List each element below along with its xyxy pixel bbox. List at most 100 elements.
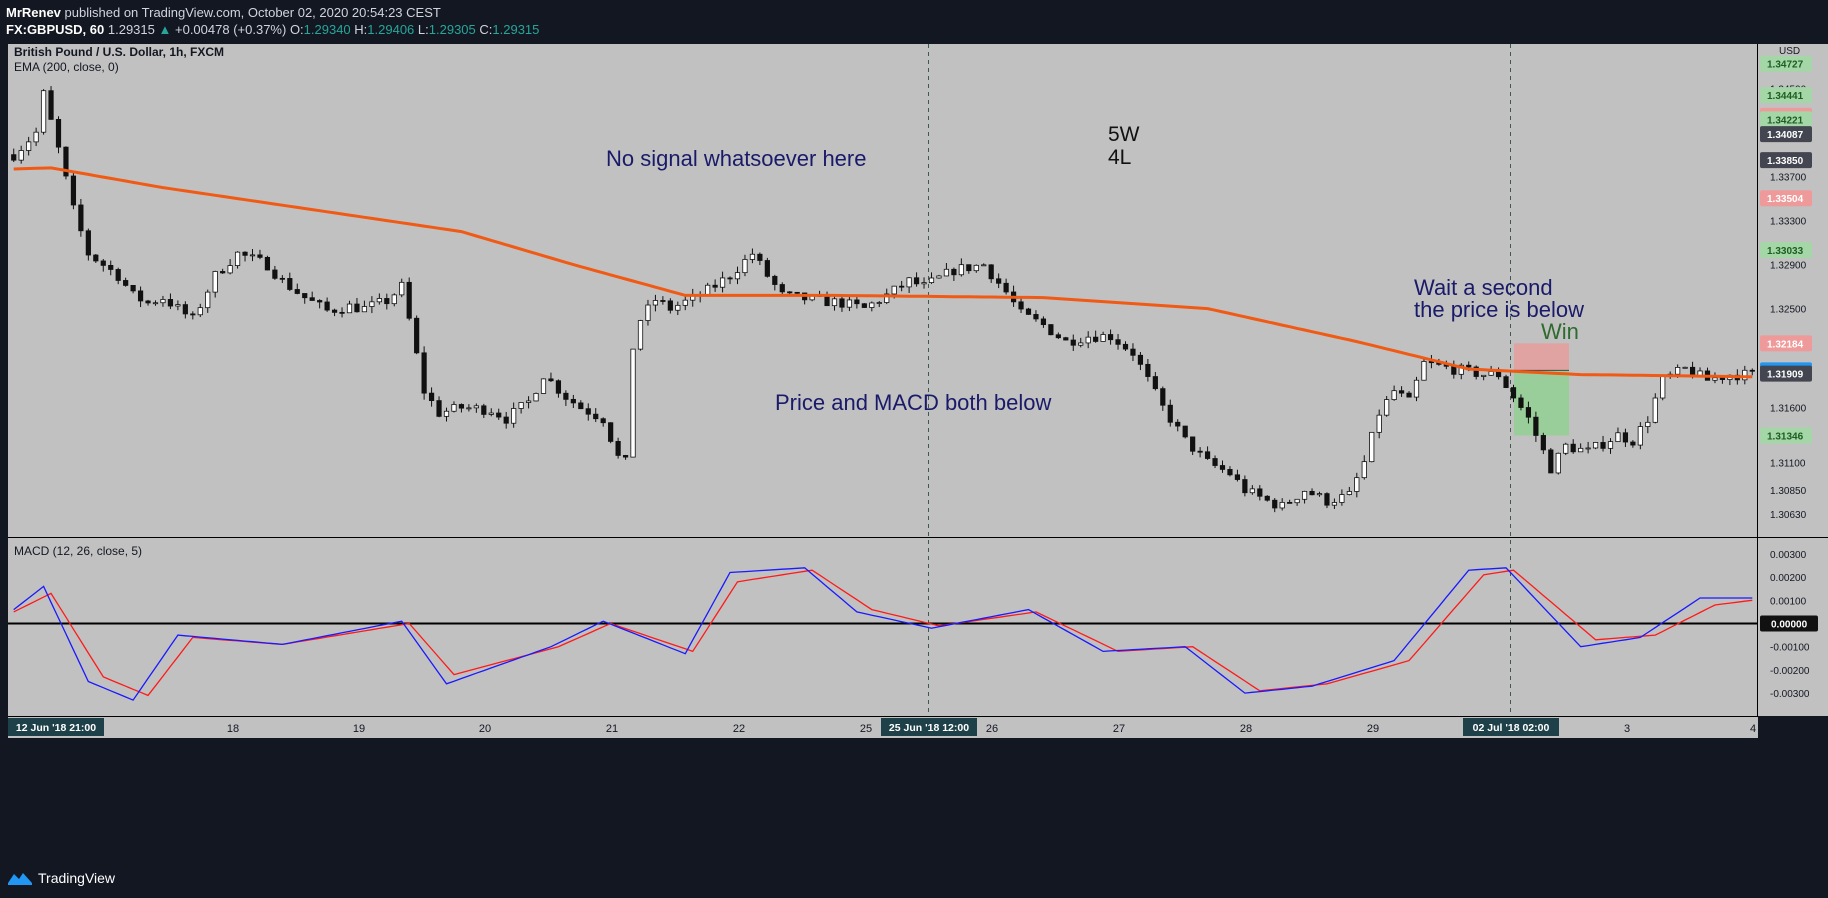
price-change: +0.00478 (+0.37%): [175, 22, 287, 37]
ema-legend: EMA (200, close, 0): [14, 60, 119, 74]
candle-body: [1451, 365, 1457, 375]
candle-body: [764, 260, 770, 277]
annotation-win[interactable]: Win: [1541, 319, 1579, 344]
candle-body: [742, 259, 748, 274]
stop-loss-zone: [1514, 343, 1569, 371]
price-tick-label: 1.32900: [1770, 261, 1807, 272]
candle-body: [1175, 421, 1181, 427]
candle-body: [712, 284, 718, 288]
candle-body: [787, 291, 793, 294]
candle-body: [40, 90, 47, 133]
time-tick-label: 3: [1624, 723, 1630, 735]
candle-body: [548, 378, 554, 382]
candle-body: [854, 299, 860, 305]
candle-body: [331, 309, 338, 313]
candle-body: [1234, 474, 1241, 480]
candle-body: [496, 412, 502, 418]
candle-body: [1287, 501, 1293, 504]
time-highlight-tag: [881, 718, 977, 736]
annotation-score-w[interactable]: 5W: [1108, 123, 1140, 146]
candle-body: [503, 416, 509, 424]
last-price: 1.29315: [107, 22, 155, 37]
candle-body: [1242, 479, 1248, 494]
annotation-price-macd[interactable]: Price and MACD both below: [775, 390, 1051, 415]
candle-body: [533, 393, 539, 402]
candle-body: [667, 300, 673, 311]
candle-body: [958, 264, 964, 276]
macd-tick-label: -0.00200: [1770, 666, 1810, 677]
candle-body: [1495, 371, 1502, 378]
annotation-wait-1[interactable]: Wait a second: [1414, 275, 1553, 300]
annotation-wait-2[interactable]: the price is below: [1414, 297, 1584, 322]
candle-body: [78, 204, 84, 232]
candle-body: [824, 295, 830, 307]
candle-body: [966, 264, 972, 272]
price-tag: [1760, 241, 1812, 258]
candle-body: [264, 256, 271, 271]
candle-body: [458, 404, 465, 409]
candle-body: [1413, 379, 1420, 398]
high-value: 1.29406: [367, 22, 415, 37]
close-value: 1.29315: [492, 22, 540, 37]
price-tag-label: 1.33033: [1767, 246, 1804, 257]
time-tick-label: 18: [227, 723, 239, 735]
candle-body: [324, 301, 330, 311]
candle-body: [1742, 369, 1748, 381]
candle-body: [1249, 488, 1255, 494]
footer-bar: TradingView: [0, 862, 1828, 898]
macd-tick-label: 0.00300: [1770, 550, 1807, 561]
candle-body: [85, 230, 91, 256]
candle-body: [525, 400, 532, 403]
candle-body: [1264, 495, 1270, 501]
annotation-no-signal[interactable]: No signal whatsoever here: [606, 146, 866, 171]
candle-body: [1212, 458, 1218, 466]
price-tag: [1760, 335, 1812, 352]
candle-body: [928, 277, 935, 283]
price-tag-label: 1.33504: [1767, 194, 1804, 205]
candle-body: [891, 285, 897, 295]
price-tag: [1760, 365, 1812, 382]
candle-body: [100, 260, 106, 266]
candle-body: [988, 264, 994, 280]
candle-body: [1376, 414, 1382, 433]
candle-body: [630, 348, 636, 458]
candle-body: [1637, 426, 1643, 446]
chart-canvas[interactable]: 1.345001.337001.333001.329001.325001.316…: [0, 44, 1828, 862]
tradingview-brand[interactable]: TradingView: [8, 870, 115, 886]
candle-body: [302, 293, 308, 299]
brand-label: TradingView: [38, 870, 116, 886]
price-tick-label: 1.31100: [1770, 459, 1806, 470]
candle-body: [600, 418, 606, 424]
candle-body: [451, 404, 457, 412]
symbol-label[interactable]: FX:GBPUSD, 60: [6, 22, 105, 37]
candle-body: [182, 304, 188, 315]
candle-body: [1630, 441, 1636, 446]
candle-body: [205, 291, 211, 309]
author-name[interactable]: MrRenev: [6, 5, 61, 20]
candle-body: [1652, 397, 1658, 423]
candle-body: [1682, 366, 1688, 369]
candle-body: [1085, 336, 1091, 344]
candle-body: [511, 408, 517, 424]
candle-body: [593, 413, 599, 420]
candle-body: [354, 303, 360, 313]
candle-body: [1279, 501, 1285, 509]
candle-body: [906, 277, 912, 288]
macd-zero-value: 0.00000: [1771, 620, 1808, 631]
candle-body: [1257, 488, 1263, 497]
candle-body: [1324, 493, 1330, 506]
candle-body: [1137, 354, 1144, 365]
candle-body: [123, 280, 129, 286]
candle-body: [1354, 477, 1360, 492]
candle-body: [1204, 451, 1211, 459]
price-tick-label: 1.32500: [1770, 305, 1807, 316]
macd-pane[interactable]: [8, 538, 1758, 716]
candle-body: [899, 285, 905, 288]
candle-body: [1466, 364, 1472, 368]
candle-body: [257, 254, 263, 258]
time-tick-label: 22: [733, 723, 745, 735]
price-tick-label: 1.30630: [1770, 510, 1807, 521]
time-highlight-tag: [1463, 718, 1559, 736]
candle-body: [846, 299, 853, 308]
annotation-score-l[interactable]: 4L: [1108, 146, 1131, 169]
